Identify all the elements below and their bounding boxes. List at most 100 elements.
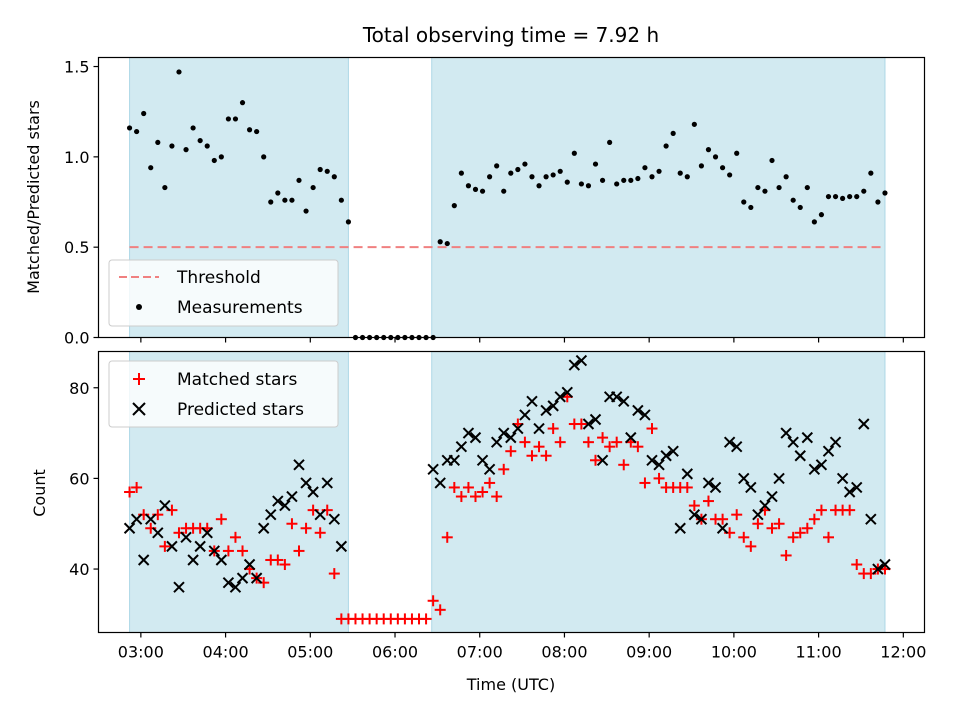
measurement-point bbox=[345, 219, 352, 225]
measurement-point bbox=[712, 154, 719, 160]
matched-star-point bbox=[159, 540, 171, 552]
matched-star-point bbox=[801, 522, 813, 534]
top-y-tick-label: 1.5 bbox=[64, 58, 89, 77]
measurement-point bbox=[691, 121, 697, 127]
measurement-point bbox=[847, 193, 853, 200]
top-axes-frame bbox=[97, 56, 926, 339]
measurement-point bbox=[494, 163, 500, 169]
predicted-star-point bbox=[568, 359, 581, 371]
predicted-star-point bbox=[265, 508, 277, 521]
measurement-point bbox=[190, 125, 196, 131]
matched-star-point bbox=[427, 595, 439, 607]
predicted-star-point bbox=[547, 400, 559, 412]
matched-star-point bbox=[533, 441, 545, 453]
matched-star-point bbox=[272, 554, 284, 566]
measurement-point bbox=[331, 174, 337, 180]
predicted-star-point bbox=[286, 490, 298, 503]
predicted-star-point bbox=[794, 450, 806, 462]
measurement-point bbox=[649, 174, 655, 180]
matched-star-point bbox=[787, 531, 799, 543]
x-tick-label: 05:00 bbox=[287, 643, 333, 662]
x-tick-label: 07:00 bbox=[457, 643, 503, 662]
measurement-point bbox=[437, 239, 443, 245]
predicted-star-point bbox=[879, 558, 891, 571]
predicted-star-point bbox=[646, 454, 658, 466]
predicted-star-point bbox=[159, 499, 171, 512]
measurement-point bbox=[776, 184, 782, 191]
predicted-star-point bbox=[272, 495, 284, 507]
predicted-star-point bbox=[738, 472, 750, 485]
predicted-star-point bbox=[222, 576, 235, 589]
measurement-point bbox=[783, 174, 789, 180]
predicted-star-point bbox=[490, 436, 503, 448]
measurement-point bbox=[451, 203, 457, 209]
matched-star-point bbox=[815, 504, 827, 516]
measurement-point bbox=[762, 188, 768, 194]
predicted-star-point bbox=[448, 454, 461, 466]
measurement-point bbox=[465, 183, 472, 189]
predicted-star-point bbox=[300, 477, 312, 489]
predicted-star-point bbox=[187, 554, 199, 566]
predicted-star-point bbox=[836, 472, 849, 485]
predicted-star-point bbox=[766, 490, 778, 503]
predicted-star-point bbox=[427, 463, 439, 476]
measurement-point bbox=[741, 199, 747, 205]
top-shaded-spans bbox=[129, 57, 886, 338]
predicted-star-point bbox=[653, 459, 665, 471]
matched-star-point bbox=[766, 522, 778, 534]
top-x-ticks bbox=[140, 337, 904, 343]
measurement-point bbox=[811, 219, 817, 225]
measurement-point bbox=[479, 188, 486, 194]
predicted-star-point bbox=[759, 499, 771, 512]
matched-star-point bbox=[575, 418, 587, 430]
measurement-point bbox=[832, 193, 839, 200]
predicted-star-point bbox=[674, 522, 686, 534]
measurement-point bbox=[628, 177, 634, 183]
predicted-star-point bbox=[773, 472, 785, 485]
measurement-point bbox=[522, 161, 528, 167]
predicted-star-point bbox=[498, 427, 510, 439]
matched-star-point bbox=[124, 486, 136, 498]
legend-predicted-label: Predicted stars bbox=[177, 400, 304, 420]
predicted-star-point bbox=[815, 459, 828, 471]
measurement-point bbox=[663, 143, 669, 149]
matched-star-point bbox=[215, 513, 227, 525]
top-y-tick-label: 0.5 bbox=[64, 238, 89, 257]
measurement-point bbox=[790, 197, 796, 203]
bottom-shaded-span-1 bbox=[431, 351, 886, 633]
panel-bottom: 40 60 80 03:00 04:00 05:00 06:00 07:00 08:00 09:… bbox=[30, 350, 926, 694]
predicted-star-point bbox=[173, 581, 185, 593]
measurement-point bbox=[275, 190, 281, 196]
measurement-point bbox=[310, 184, 316, 191]
matched-star-point bbox=[646, 423, 658, 435]
predicted-star-point bbox=[660, 450, 672, 462]
measurement-point bbox=[268, 199, 274, 205]
predicted-star-point bbox=[335, 540, 348, 553]
matched-star-point bbox=[286, 518, 298, 530]
measurement-point bbox=[670, 130, 676, 136]
predicted-star-point bbox=[215, 554, 228, 566]
predicted-star-point bbox=[639, 409, 651, 421]
predicted-star-point bbox=[780, 427, 792, 439]
bottom-legend-box bbox=[108, 360, 339, 428]
matched-star-point bbox=[328, 568, 340, 580]
top-shaded-span-1 bbox=[431, 57, 886, 338]
matched-star-point bbox=[484, 477, 496, 489]
predicted-star-point bbox=[279, 499, 291, 512]
measurement-point bbox=[239, 100, 246, 106]
measurement-point bbox=[303, 208, 309, 214]
measurement-point bbox=[487, 174, 493, 180]
measurement-point bbox=[197, 137, 203, 144]
matched-star-point bbox=[731, 509, 743, 521]
measurement-point bbox=[508, 170, 514, 176]
measurement-point bbox=[169, 143, 175, 149]
measurement-point bbox=[155, 139, 161, 146]
measurement-point bbox=[317, 166, 323, 173]
measurement-point bbox=[882, 190, 888, 196]
predicted-star-point bbox=[434, 477, 446, 489]
predicted-star-point bbox=[858, 418, 870, 430]
matched-star-point bbox=[441, 531, 453, 543]
matched-star-point bbox=[314, 527, 326, 539]
predicted-star-point bbox=[787, 436, 799, 448]
measurement-point bbox=[282, 197, 288, 203]
